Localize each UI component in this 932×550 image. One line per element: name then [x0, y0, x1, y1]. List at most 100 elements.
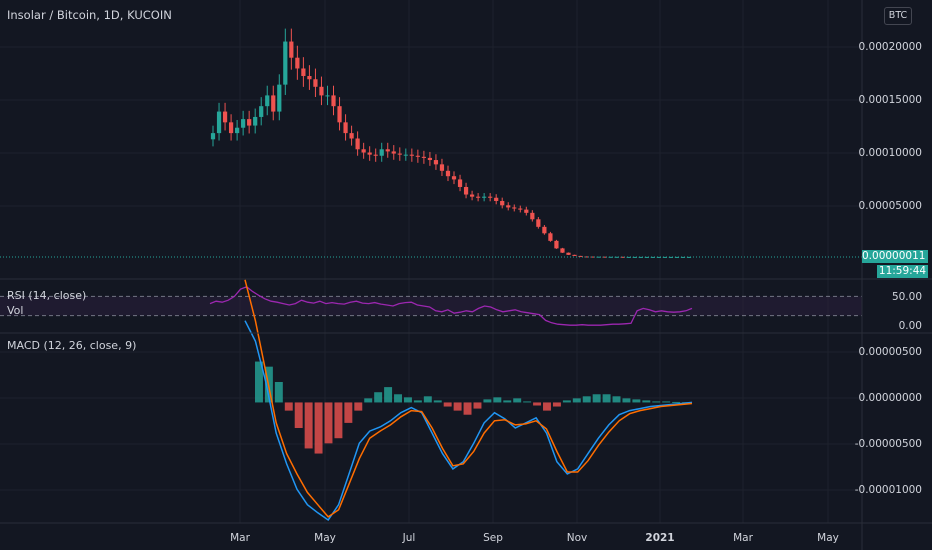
macd-histogram-bar: [334, 402, 343, 439]
price-axis-label: 0.00005000: [858, 200, 922, 212]
candle-body: [210, 133, 216, 140]
candle-body: [554, 240, 559, 249]
macd-histogram-bar: [413, 400, 422, 403]
candle-body: [403, 154, 408, 156]
candle-body: [247, 119, 252, 126]
candle-body: [620, 256, 625, 258]
macd-histogram-bar: [523, 401, 532, 403]
time-axis-label: Nov: [566, 532, 588, 544]
candle-body: [518, 208, 523, 210]
macd-histogram-bar: [374, 392, 383, 403]
macd-histogram-bar: [562, 400, 571, 403]
candle-body: [494, 197, 499, 201]
macd-histogram-bar: [552, 402, 561, 407]
macd-histogram-bar: [672, 401, 681, 403]
candle-body: [427, 157, 433, 161]
candle-body: [626, 256, 631, 258]
candle-body: [548, 233, 553, 241]
macd-histogram-bar: [503, 400, 512, 403]
macd-histogram-bar: [602, 394, 611, 403]
rsi-pane: [0, 286, 862, 326]
candle-body: [301, 68, 306, 77]
candle-body: [343, 122, 348, 134]
macd-pane: [244, 279, 693, 522]
candle-body: [325, 95, 330, 97]
macd-histogram-bar: [642, 400, 651, 403]
macd-histogram-bar: [483, 399, 492, 403]
macd-histogram-bar: [294, 402, 303, 428]
price-candles: [210, 28, 692, 258]
macd-histogram-bar: [274, 382, 283, 403]
candle-body: [524, 209, 529, 213]
candle-body: [500, 200, 505, 206]
candle-body: [488, 196, 493, 198]
candle-body: [222, 111, 228, 123]
candle-body: [355, 138, 360, 150]
macd-histogram-bar: [314, 402, 323, 454]
candle-body: [560, 248, 565, 253]
candle-body: [313, 79, 318, 87]
candle-body: [457, 179, 463, 187]
candle-body: [253, 116, 258, 126]
macd-axis-label: -0.00000500: [854, 438, 922, 450]
last-price-tag: 0.00000011: [862, 250, 928, 263]
candle-body: [277, 84, 282, 112]
candle-body: [668, 256, 674, 258]
candle-body: [241, 119, 246, 128]
macd-histogram-bar: [662, 401, 671, 403]
candle-body: [542, 226, 547, 234]
rsi-title[interactable]: RSI (14, close): [7, 289, 87, 302]
candle-body: [319, 86, 324, 96]
candle-body: [415, 155, 420, 157]
candle-body: [674, 256, 680, 258]
macd-histogram-bar: [255, 361, 263, 403]
macd-histogram-bar: [622, 398, 631, 403]
candle-body: [512, 207, 517, 209]
macd-histogram-bar: [533, 402, 542, 406]
candle-body: [656, 256, 661, 258]
candle-body: [385, 149, 390, 152]
candle-body: [259, 106, 264, 117]
candle-body: [265, 95, 270, 107]
macd-histogram-bar: [354, 402, 363, 411]
price-axis-label: 0.00015000: [858, 94, 922, 106]
chart-title: Insolar / Bitcoin, 1D, KUCOIN: [7, 8, 172, 22]
vol-title[interactable]: Vol: [7, 304, 24, 317]
rsi-axis-label: 50.00: [891, 291, 922, 303]
candle-body: [530, 212, 535, 220]
macd-histogram-bar: [543, 402, 551, 411]
candle-body: [433, 160, 439, 165]
candle-body: [650, 256, 655, 258]
candle-body: [379, 149, 384, 156]
time-axis-label: Sep: [483, 532, 503, 544]
macd-line: [244, 320, 693, 522]
candle-body: [608, 256, 613, 258]
time-axis-label: May: [314, 532, 336, 544]
macd-axis-label: -0.00001000: [854, 484, 922, 496]
grid-lines: [0, 0, 862, 523]
candle-body: [602, 256, 607, 258]
macd-histogram-bar: [433, 400, 442, 403]
candle-body: [289, 41, 294, 58]
macd-signal-line: [244, 279, 693, 518]
macd-title[interactable]: MACD (12, 26, close, 9): [7, 339, 137, 352]
time-axis-label: May: [817, 532, 839, 544]
price-axis-label: 0.00010000: [858, 147, 922, 159]
macd-histogram-bar: [384, 387, 393, 403]
macd-histogram-bar: [443, 402, 452, 407]
candle-body: [439, 164, 445, 171]
candle-body: [307, 76, 312, 80]
price-axis-label: 0.00020000: [858, 41, 922, 53]
rsi-line: [209, 286, 693, 326]
candle-body: [590, 256, 595, 258]
candle-body: [482, 196, 487, 198]
candle-body: [337, 106, 342, 123]
macd-axis-label: 0.00000000: [858, 392, 922, 404]
candle-body: [638, 256, 643, 258]
candle-body: [421, 156, 426, 158]
currency-button[interactable]: BTC: [884, 7, 912, 25]
candle-body: [235, 127, 240, 134]
candle-body: [391, 151, 396, 154]
candle-body: [578, 255, 583, 257]
